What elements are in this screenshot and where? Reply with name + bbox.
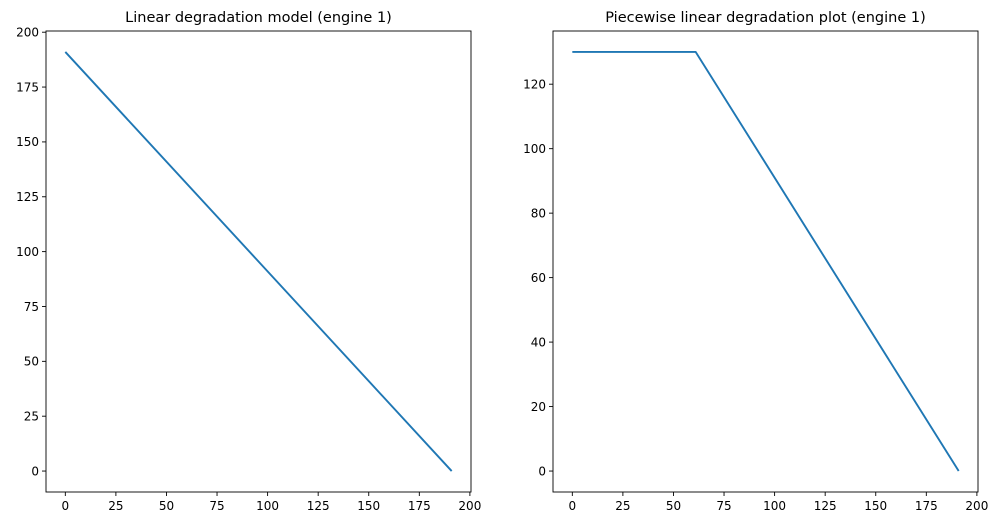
x-tick-label: 200 — [458, 499, 481, 513]
y-tick-label: 120 — [523, 77, 546, 91]
x-tick-label: 150 — [357, 499, 380, 513]
x-tick-label: 0 — [568, 499, 576, 513]
x-tick-label: 50 — [666, 499, 681, 513]
y-tick-label: 20 — [531, 400, 546, 414]
chart-panel-2: Piecewise linear degradation plot (engin… — [523, 10, 988, 513]
x-tick-label: 50 — [159, 499, 174, 513]
x-tick-label: 125 — [814, 499, 837, 513]
x-tick-label: 175 — [915, 499, 938, 513]
x-tick-label: 75 — [209, 499, 224, 513]
y-tick-label: 75 — [24, 300, 39, 314]
x-tick-label: 25 — [615, 499, 630, 513]
y-tick-label: 40 — [531, 335, 546, 349]
series-line-1 — [572, 51, 960, 472]
x-tick-label: 200 — [965, 499, 988, 513]
y-tick-label: 80 — [531, 206, 546, 220]
x-tick-label: 175 — [408, 499, 431, 513]
y-tick-label: 100 — [16, 245, 39, 259]
y-tick-label: 0 — [31, 464, 39, 478]
y-tick-label: 150 — [16, 135, 39, 149]
y-tick-label: 50 — [24, 355, 39, 369]
y-tick-label: 25 — [24, 409, 39, 423]
x-tick-label: 75 — [716, 499, 731, 513]
series-line-1 — [64, 51, 453, 472]
plot-area-frame — [45, 30, 472, 493]
y-tick-label: 0 — [538, 464, 546, 478]
y-tick-label: 175 — [16, 80, 39, 94]
x-tick-label: 100 — [256, 499, 279, 513]
y-tick-label: 100 — [523, 142, 546, 156]
y-tick-label: 200 — [16, 26, 39, 40]
chart-title: Piecewise linear degradation plot (engin… — [605, 10, 926, 26]
y-tick-label: 125 — [16, 190, 39, 204]
y-tick-label: 60 — [531, 271, 546, 285]
x-tick-label: 100 — [763, 499, 786, 513]
x-tick-label: 25 — [108, 499, 123, 513]
plot-area-frame — [552, 30, 979, 493]
chart-title: Linear degradation model (engine 1) — [125, 10, 392, 26]
chart-panel-1: Linear degradation model (engine 1) 0 25 50… — [16, 10, 481, 513]
x-tick-label: 0 — [61, 499, 69, 513]
x-tick-label: 125 — [307, 499, 330, 513]
x-tick-label: 150 — [864, 499, 887, 513]
